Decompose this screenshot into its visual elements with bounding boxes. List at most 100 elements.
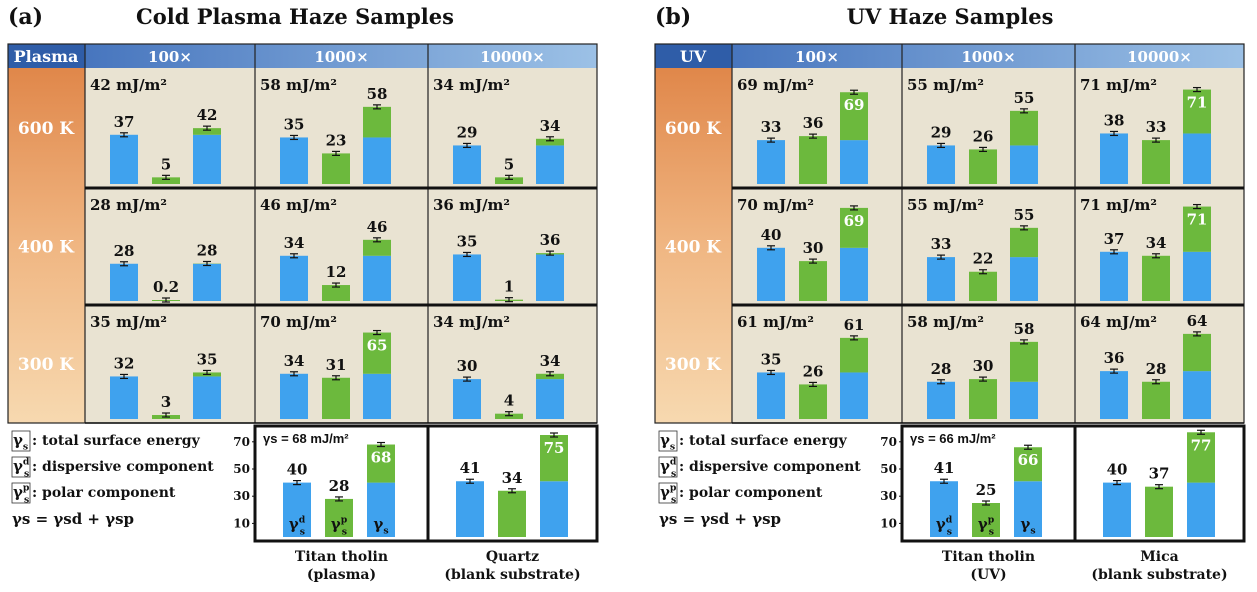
bar-symbol-total: γs xyxy=(373,515,388,537)
row-label: 300 K xyxy=(18,355,75,375)
legend-text: : dispersive component xyxy=(32,459,214,475)
value-label-dispersive: 35 xyxy=(761,350,782,368)
bar-total-polar-part xyxy=(1183,206,1211,252)
bar-total-dispersive-part xyxy=(536,254,564,301)
reference-name: Mica xyxy=(1140,549,1178,565)
value-label-dispersive: 35 xyxy=(284,115,305,133)
value-label-total: 68 xyxy=(371,449,392,467)
bar-dispersive xyxy=(280,137,308,184)
grid-cell: 36 mJ/m² 35 1 36 xyxy=(428,188,597,305)
bar-polar xyxy=(1145,486,1173,537)
ref-y-axis: 10 30 50 70 xyxy=(233,435,257,530)
surface-energy-label: 70 mJ/m² xyxy=(737,196,814,214)
bar-dispersive xyxy=(110,263,138,301)
value-label-dispersive: 37 xyxy=(1104,230,1125,248)
bar-polar xyxy=(495,413,523,419)
grid-cell: 55 mJ/m² 33 22 55 xyxy=(902,188,1075,305)
row-label-column xyxy=(8,68,85,423)
column-header: 1000× xyxy=(314,48,368,66)
legend-symbol: γs xyxy=(13,431,28,453)
value-label-polar: 3 xyxy=(161,393,171,411)
value-label-polar: 26 xyxy=(803,362,824,380)
bar-polar xyxy=(325,498,353,537)
y-tick-label: 50 xyxy=(233,462,250,476)
column-header-bar xyxy=(8,44,597,68)
row-label: 300 K xyxy=(665,355,722,375)
value-label-dispersive: 40 xyxy=(287,461,308,479)
bar-total-polar-part xyxy=(840,337,868,373)
value-label-polar: 34 xyxy=(1146,234,1167,252)
value-label-polar: 22 xyxy=(973,250,994,268)
bar-total-polar-part xyxy=(363,332,391,374)
legend-symbol: γs xyxy=(660,431,675,453)
value-label-total: 35 xyxy=(197,350,218,368)
bar-polar xyxy=(969,149,997,184)
bar-total-dispersive-part xyxy=(1014,481,1042,537)
bar-total-dispersive-part xyxy=(840,247,868,301)
bar-total-dispersive-part xyxy=(1183,251,1211,301)
bar-dispersive xyxy=(110,376,138,419)
reference-energy-label: γs = 66 mJ/m² xyxy=(910,431,996,446)
bar-polar xyxy=(1142,381,1170,419)
value-label-total: 75 xyxy=(544,439,565,457)
grid-cell: 61 mJ/m² 35 26 61 xyxy=(732,305,902,423)
bar-total-dispersive-part xyxy=(536,145,564,184)
legend-text: : total surface energy xyxy=(32,433,201,449)
grid-cell: 58 mJ/m² 28 30 58 xyxy=(902,305,1075,423)
chart-title: Cold Plasma Haze Samples xyxy=(136,4,454,29)
legend-symbol-box xyxy=(11,456,31,478)
value-label-polar: 33 xyxy=(1146,118,1167,136)
surface-energy-label: 34 mJ/m² xyxy=(433,76,510,94)
bar-total-dispersive-part xyxy=(536,379,564,419)
bar-total-polar-part xyxy=(1183,333,1211,372)
y-tick-label: 10 xyxy=(233,516,250,530)
bar-total-dispersive-part xyxy=(363,373,391,419)
bar-total-polar-part xyxy=(1014,447,1042,482)
bar-total-dispersive-part xyxy=(1187,482,1215,537)
bar-total-dispersive-part xyxy=(1183,371,1211,419)
y-tick-label: 30 xyxy=(880,489,897,503)
value-label-dispersive: 33 xyxy=(761,118,782,136)
column-header: 10000× xyxy=(1127,48,1192,66)
bar-dispersive xyxy=(927,381,955,419)
bar-dispersive xyxy=(930,481,958,537)
value-label-total: 34 xyxy=(540,352,561,370)
legend-text: : polar component xyxy=(32,485,176,501)
reference-name: Quartz xyxy=(486,549,539,565)
bar-polar xyxy=(498,490,526,537)
bar-total-polar-part xyxy=(540,435,568,482)
legend-symbol-box xyxy=(11,430,31,452)
reference-sample: γs = 66 mJ/m² 41 25 66 γd s γp s γs Titan tholin (… xyxy=(900,424,1077,583)
ref-y-axis: 10 30 50 70 xyxy=(880,435,904,530)
bar-polar xyxy=(799,261,827,301)
panel-label: (b) xyxy=(655,4,691,30)
grid-cell: 71 mJ/m² 37 34 71 xyxy=(1075,188,1244,305)
bar-polar xyxy=(969,271,997,301)
bar-total-polar-part xyxy=(840,207,868,248)
value-label-dispersive: 28 xyxy=(114,242,135,260)
bar-symbol-total: γs xyxy=(1020,515,1035,537)
value-label-polar: 28 xyxy=(329,477,350,495)
legend-equation: γs = γsd + γsp xyxy=(12,510,134,528)
row-label: 600 K xyxy=(18,119,75,139)
value-label-polar: 5 xyxy=(504,155,514,173)
surface-energy-label: 69 mJ/m² xyxy=(737,76,814,94)
surface-energy-label: 71 mJ/m² xyxy=(1080,76,1157,94)
bar-dispersive xyxy=(757,247,785,301)
value-label-dispersive: 36 xyxy=(1104,349,1125,367)
value-label-total: 69 xyxy=(844,212,865,230)
value-label-total: 71 xyxy=(1187,94,1208,112)
reference-sample: γs = 68 mJ/m² 40 28 68 γd s γp s γs Titan tholin (… xyxy=(253,424,430,583)
surface-energy-label: 58 mJ/m² xyxy=(260,76,337,94)
bar-polar xyxy=(322,377,350,419)
legend-symbol: γp s xyxy=(660,482,677,505)
value-label-polar: 12 xyxy=(326,263,347,281)
value-label-dispersive: 29 xyxy=(457,123,478,141)
bar-symbol-dispersive: γd s xyxy=(936,514,953,537)
bar-total-dispersive-part xyxy=(367,482,395,537)
value-label-dispersive: 35 xyxy=(457,232,478,250)
bar-dispersive xyxy=(456,481,484,537)
surface-energy-label: 55 mJ/m² xyxy=(907,76,984,94)
